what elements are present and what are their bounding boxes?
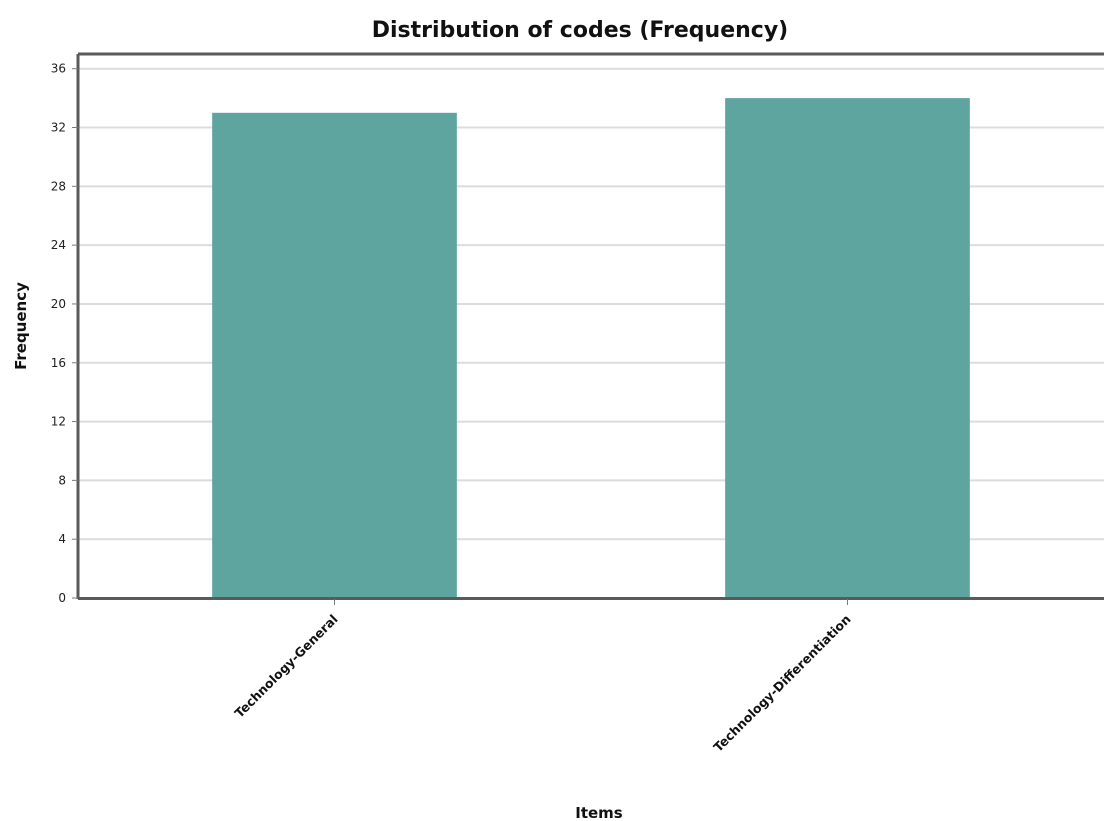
y-tick-label: 16 [51,356,66,370]
x-tick-label: Technology-General [232,612,341,721]
y-axis-title: Frequency [12,282,30,370]
chart-title: Distribution of codes (Frequency) [372,18,789,43]
y-tick-label: 28 [51,179,66,193]
bar-technology-differentiation [725,98,970,599]
bar-technology-general [212,112,457,598]
y-tick-label: 36 [51,62,66,76]
x-tick-label: Technology-Differentiation [710,612,853,755]
x-axis-ticks: Technology-General Technology-Differentia… [232,599,854,755]
y-tick-label: 12 [51,415,66,429]
y-tick-label: 0 [58,591,66,605]
bars [212,98,970,599]
y-tick-label: 32 [51,121,66,135]
axes [76,52,1104,600]
y-tick-label: 24 [51,238,66,252]
y-tick-label: 8 [58,473,66,487]
y-tick-label: 4 [58,532,66,546]
x-axis-title: Items [575,804,623,821]
y-axis-ticks: 0 4 8 12 16 20 24 28 32 36 [51,62,78,605]
y-tick-label: 20 [51,297,66,311]
